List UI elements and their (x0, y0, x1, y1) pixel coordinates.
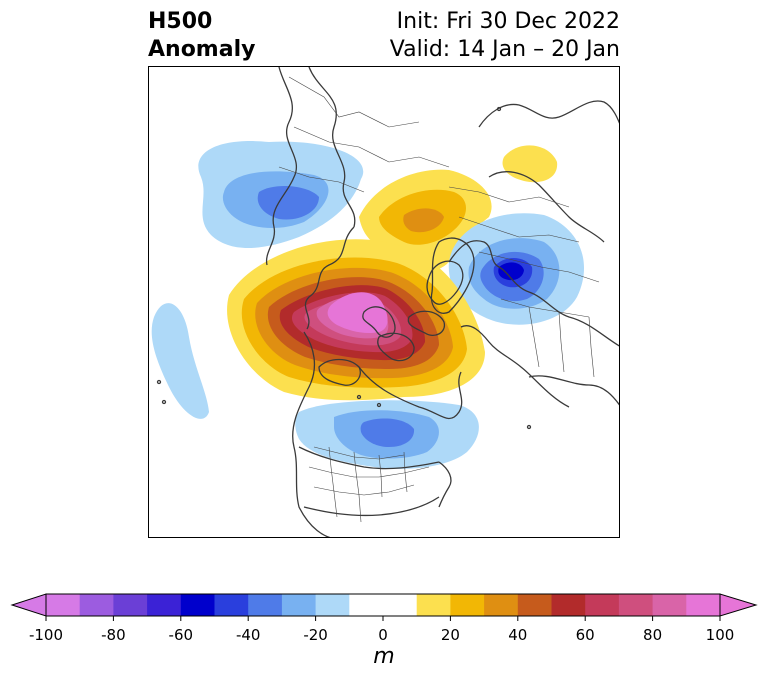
colorbar-bin (281, 594, 317, 616)
colorbar-bin (686, 594, 721, 616)
colorbar-bins (10, 593, 758, 617)
colorbar-tick-label: -80 (101, 626, 126, 644)
ridge-north-america-arctic (227, 239, 485, 401)
colorbar-bin (214, 594, 249, 616)
colorbar-bin (416, 594, 451, 616)
title-right: Init: Fri 30 Dec 2022 Valid: 14 Jan – 20… (390, 8, 620, 64)
colorbar-tick-label: -20 (303, 626, 328, 644)
colorbar-tick-label: 20 (441, 626, 460, 644)
ridge-east-siberia (502, 145, 558, 183)
colorbar-tick-label: 60 (576, 626, 595, 644)
political-borders (278, 76, 600, 523)
colorbar-bin (484, 594, 519, 616)
field-subtitle: Anomaly (148, 37, 256, 62)
coastlines (156, 67, 619, 537)
map-panel (148, 66, 620, 538)
title-left: H500 Anomaly (148, 8, 255, 64)
colorbar-unit-label: m (373, 644, 395, 669)
colorbar-bin (79, 594, 114, 616)
trough-subtropical-atlantic (151, 303, 209, 419)
colorbar-bin (551, 594, 586, 616)
trough-eastern-united-states (295, 400, 479, 469)
colorbar-extend-max (719, 593, 758, 617)
colorbar: -100 -80 -60 -40 -20 0 20 40 60 80 100 (10, 593, 758, 644)
colorbar-bin (517, 594, 552, 616)
colorbar-tick-label: 0 (378, 626, 388, 644)
colorbar-bin (618, 594, 654, 616)
colorbar-bin (652, 594, 687, 616)
colorbar-bin (248, 594, 283, 616)
colorbar-tick-label: -40 (236, 626, 261, 644)
colorbar-bin (147, 594, 182, 616)
colorbar-bin (383, 594, 418, 616)
colorbar-tick-label: 100 (706, 626, 735, 644)
colorbar-ticks: -100 -80 -60 -40 -20 0 20 40 60 80 100 (29, 616, 734, 644)
colorbar-tick-label: 40 (508, 626, 527, 644)
colorbar-tick-label: 80 (643, 626, 662, 644)
colorbar-bin (450, 594, 485, 616)
trough-north-pacific (198, 141, 364, 249)
colorbar-extend-min (10, 593, 47, 617)
anomaly-shading (151, 141, 585, 469)
colorbar-bin (349, 594, 384, 616)
valid-range: Valid: 14 Jan – 20 Jan (389, 37, 620, 62)
field-title: H500 (148, 9, 213, 34)
colorbar-bin (180, 594, 215, 616)
colorbar-bin (315, 594, 350, 616)
colorbar-bin (46, 594, 81, 616)
init-time: Init: Fri 30 Dec 2022 (396, 9, 620, 34)
colorbar-tick-label: -100 (29, 626, 63, 644)
colorbar-bin (585, 594, 620, 616)
colorbar-bin (113, 594, 148, 616)
map-svg (151, 67, 619, 537)
colorbar-tick-label: -60 (169, 626, 194, 644)
